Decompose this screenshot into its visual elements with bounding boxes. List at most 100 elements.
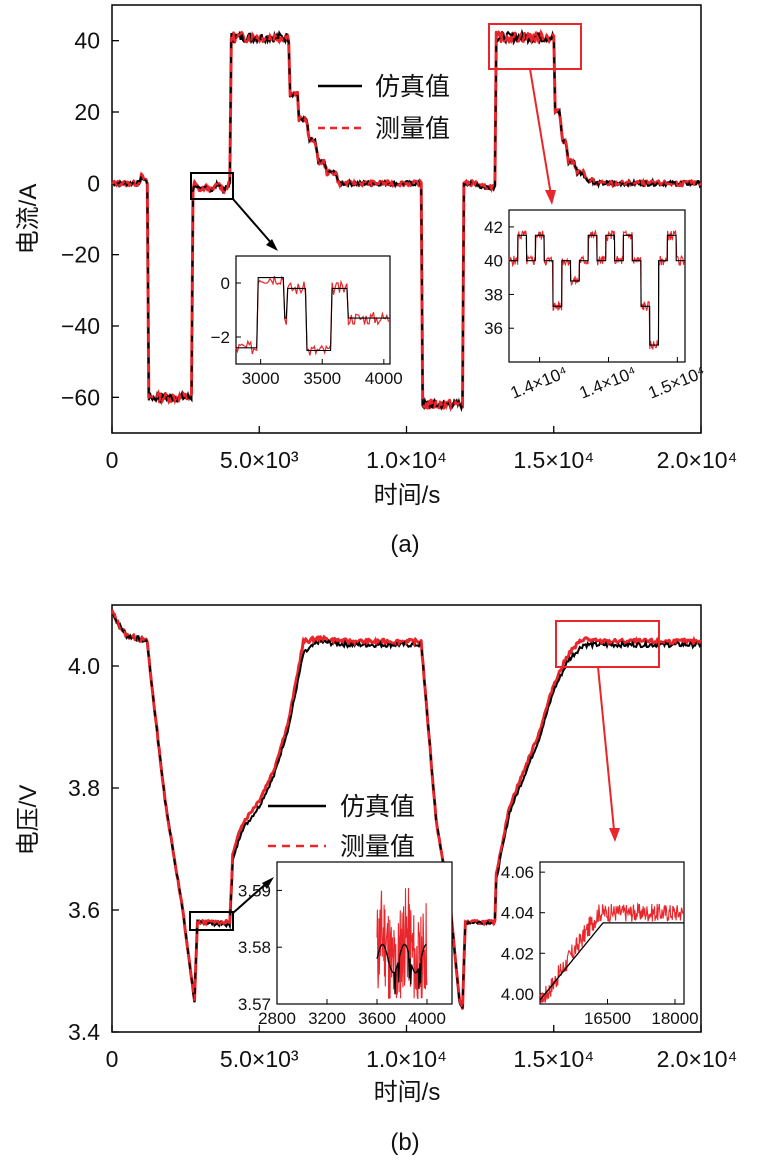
inset-y-tick-label: 4.00 [501,985,534,1004]
inset-x-tick-label: 3000 [242,369,280,388]
panel-a-legend: 仿真值 测量值 [318,73,450,143]
inset-x-tick-label: 16500 [584,1009,631,1028]
y-tick-label: 3.4 [68,1019,100,1045]
inset-y-tick-label: 3.59 [238,881,271,900]
x-tick-label: 1.0×10⁴ [366,447,447,473]
legend-sim-label: 仿真值 [340,793,415,821]
x-tick-label: 2.0×10⁴ [657,447,738,473]
panel-a-zoom-arrowhead-left [266,239,278,251]
inset-simulated-line [539,922,684,1001]
inset-y-tick-label: 3.58 [238,938,271,957]
inset-y-tick-label: 3.57 [238,995,271,1014]
inset-y-tick-label: 42 [484,218,503,237]
inset-y-tick-label: 36 [484,319,503,338]
legend-meas-label: 测量值 [375,115,450,143]
inset-y-tick-label: 4.06 [501,863,534,882]
panel-b-legend: 仿真值 测量值 [268,793,415,861]
panel-a-zoom-box-right [488,23,582,70]
x-tick-label: 0 [106,447,119,473]
x-tick-label: 1.5×10⁴ [513,1046,594,1072]
inset-ticks: 4.00 4.02 4.04 4.06 16500 18000 [501,863,699,1028]
panel-b-caption: (b) [390,1129,419,1156]
inset-x-tick-label: 3200 [308,1009,346,1028]
inset-ticks: 3.57 3.58 3.59 2800 3200 3600 4000 [238,881,446,1028]
legend-meas-label: 测量值 [340,833,415,861]
panel-a-zoom-arrowhead-right [545,190,556,205]
inset-x-tick-label: 4000 [365,369,403,388]
inset-x-tick-label: 2800 [258,1009,296,1028]
legend-sim-label: 仿真值 [375,73,450,101]
panel-b-x-label: 时间/s [374,1079,441,1106]
inset-x-tick-label: 18000 [651,1009,698,1028]
inset-simulated-line [509,234,685,346]
y-tick-label: −20 [61,242,100,268]
x-tick-label: 2.0×10⁴ [657,1046,738,1072]
inset-frame [539,861,685,1005]
inset-measured-line [376,887,428,999]
inset-x-tick-label: 1.4×10⁴ [508,363,571,403]
y-tick-label: 3.6 [68,897,100,923]
x-tick-label: 5.0×10³ [220,1046,299,1072]
x-tick-label: 5.0×10³ [220,447,299,473]
inset-series [539,902,685,1004]
inset-y-tick-label: −2 [211,328,230,347]
panel-a-x-axis: 0 5.0×10³ 1.0×10⁴ 1.5×10⁴ 2.0×10⁴ [106,426,738,473]
y-tick-label: 4.0 [68,653,100,679]
panel-a-inset-left: −2 0 3000 3500 4000 [211,255,403,388]
panel-a-series [111,28,703,413]
inset-x-tick-label: 4000 [408,1009,446,1028]
inset-series [508,229,686,350]
panel-a-zoom-box-left [190,172,234,200]
series-measured-line [110,609,702,1009]
panel-a-zoom-arrow-right [529,68,552,196]
panel-b-zoom-box-right [555,620,660,668]
panel-b-zoom-arrowhead-right [609,828,620,842]
panel-b-series [110,609,702,1010]
inset-x-tick-label: 3600 [358,1009,396,1028]
panel-a-y-label: 电流/A [15,184,42,255]
panel-b-zoom-box-left [189,911,234,931]
y-tick-label: 0 [87,170,100,196]
panel-b-zoom-arrow-left [232,881,269,914]
inset-y-tick-label: 40 [484,252,503,271]
panel-b-zoom-arrowhead-left [262,877,274,889]
panel-b-x-axis: 0 5.0×10³ 1.0×10⁴ 1.5×10⁴ 2.0×10⁴ [106,1025,738,1072]
inset-measured-line [235,275,391,356]
panel-b-inset-left: 3.57 3.58 3.59 2800 3200 3600 4000 [238,861,453,1028]
panel-a-x-label: 时间/s [374,482,441,509]
inset-y-tick-label: 4.04 [501,904,534,923]
y-tick-label: 40 [74,28,100,54]
inset-x-tick-label: 1.4×10⁴ [577,363,640,403]
x-tick-label: 1.0×10⁴ [366,1046,447,1072]
panel-b-y-label: 电压/V [15,785,42,856]
panel-b-inset-right: 4.00 4.02 4.04 4.06 16500 18000 [501,861,699,1028]
inset-series [235,275,391,356]
y-tick-label: 20 [74,99,100,125]
panel-b-y-axis: 3.4 3.6 3.8 4.0 [68,653,119,1045]
inset-x-tick-label: 1.5×10⁴ [646,363,709,403]
y-tick-label: −60 [61,384,100,410]
inset-ticks: −2 0 3000 3500 4000 [211,274,403,388]
inset-simulated-line [236,277,390,352]
series-measured-line [111,28,702,412]
inset-series [376,887,428,999]
y-tick-label: 3.8 [68,775,100,801]
x-tick-label: 0 [106,1046,119,1072]
panel-a-zoom-arrow-left [232,198,274,246]
inset-measured-line [539,902,685,1004]
panel-b-voltage-chart: 3.4 3.6 3.8 4.0 0 5.0×10³ 1.0×10⁴ 1.5×10⁴ 2.0×1… [15,604,738,1156]
inset-frame [235,255,391,365]
x-tick-label: 1.5×10⁴ [513,447,594,473]
y-tick-label: −40 [61,313,100,339]
panel-a-y-axis: −60 −40 −20 0 20 40 [61,28,119,410]
panel-a-caption: (a) [390,531,419,558]
inset-simulated-line [376,943,427,995]
inset-y-tick-label: 4.02 [501,944,534,963]
inset-y-tick-label: 38 [484,285,503,304]
panel-b-zoom-arrow-right [597,666,615,831]
inset-y-tick-label: 0 [221,274,230,293]
inset-x-tick-label: 3500 [303,369,341,388]
